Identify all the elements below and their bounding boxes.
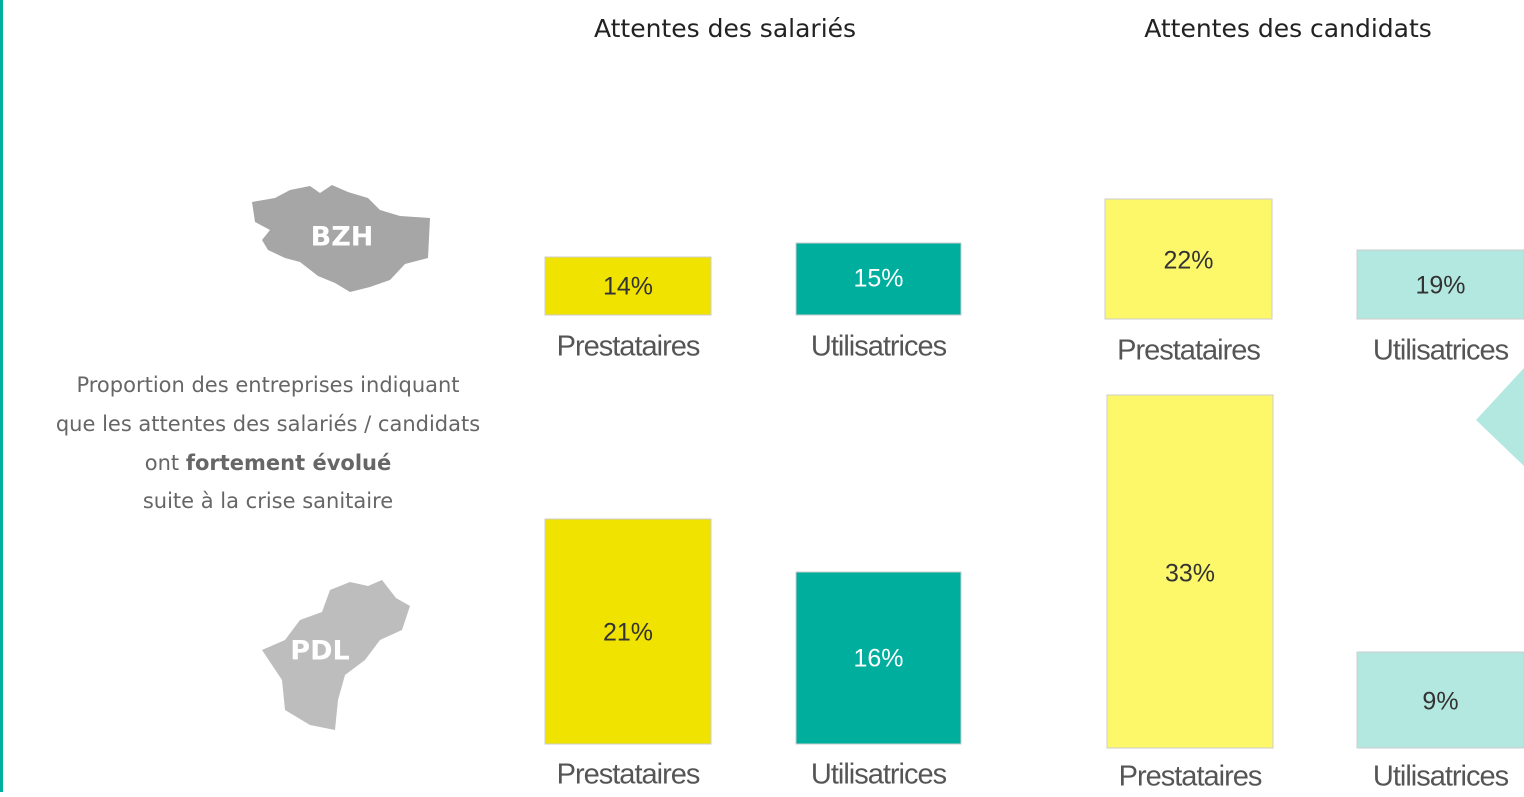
description-bold: fortement évolué — [186, 451, 391, 475]
bar-label: Utilisatrices — [811, 331, 947, 363]
side-arrow — [1476, 368, 1524, 466]
map-bzh — [252, 185, 430, 292]
header: Attentes des salariés — [594, 14, 856, 43]
map-pdl — [262, 580, 410, 730]
bar-label: Utilisatrices — [1373, 761, 1509, 792]
description-line: suite à la crise sanitaire — [143, 489, 393, 513]
bar — [795, 571, 962, 745]
bar-value: 19% — [1415, 272, 1465, 300]
bar — [1356, 249, 1524, 320]
bar-label: Prestataires — [557, 759, 700, 791]
bar-label: Utilisatrices — [1373, 335, 1509, 367]
bar-label: Prestataires — [1117, 335, 1260, 367]
bar-value: 21% — [603, 619, 653, 647]
bar — [1106, 394, 1274, 749]
bar-value: 16% — [853, 645, 903, 673]
description-line: ont fortement évolué — [145, 451, 391, 475]
left-border — [0, 0, 3, 792]
bar-label: Utilisatrices — [811, 759, 947, 791]
region-label: BZH — [311, 222, 374, 253]
bar — [544, 518, 712, 745]
description-line: que les attentes des salariés / candidat… — [56, 412, 480, 436]
description-text: ont — [145, 451, 186, 475]
bar-value: 14% — [603, 273, 653, 301]
region-label: PDL — [290, 636, 349, 667]
bar — [795, 242, 962, 316]
bar — [1104, 198, 1273, 320]
bar-value: 9% — [1422, 688, 1458, 716]
header: Attentes des candidats — [1144, 14, 1432, 43]
bar — [544, 256, 712, 316]
bar-value: 22% — [1163, 247, 1213, 275]
bar-value: 33% — [1165, 560, 1215, 588]
bar-value: 15% — [853, 265, 903, 293]
bar-label: Prestataires — [557, 331, 700, 363]
description-line: Proportion des entreprises indiquant — [76, 373, 459, 397]
bar-label: Prestataires — [1119, 761, 1262, 792]
bar — [1356, 651, 1524, 749]
